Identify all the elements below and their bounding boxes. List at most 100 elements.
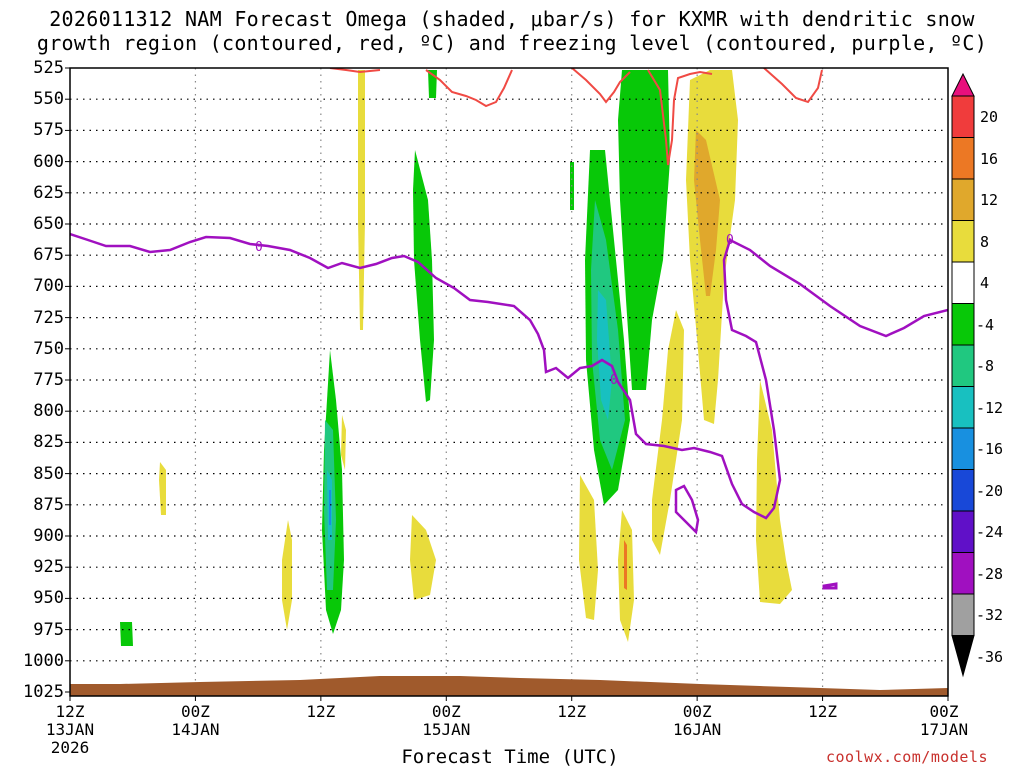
omega-region: [618, 70, 670, 390]
colorbar-segment: [951, 427, 975, 470]
y-tick-label: 1025: [23, 682, 64, 702]
y-tick-label: 650: [33, 214, 64, 234]
dgz-contour-1: [329, 68, 381, 74]
freezing-level-contour: [70, 232, 948, 520]
freezing-label-0: 0: [610, 373, 618, 388]
colorbar-top-arrow: [951, 72, 975, 97]
x-tick-label: 12Z: [532, 703, 612, 721]
x-tick-label-line: 12Z: [55, 702, 85, 721]
dgz-contour-2: [425, 69, 513, 108]
colorbar-segment: [951, 386, 975, 429]
x-tick-label-line: 00Z: [929, 702, 959, 721]
y-tick-label: 575: [33, 120, 64, 141]
omega-region: [597, 290, 612, 420]
dgz-contour-5: [763, 68, 823, 104]
x-tick-label-line: 00Z: [180, 702, 210, 721]
y-tick-label: 800: [33, 401, 64, 422]
x-axis-title: Forecast Time (UTC): [401, 746, 619, 768]
y-tick-label: 850: [33, 463, 64, 484]
dgz-contour-4: [647, 69, 713, 166]
omega-region: [358, 70, 365, 330]
colorbar: [951, 72, 975, 678]
y-tick-label: 950: [33, 588, 64, 609]
surface-terrain: [70, 676, 948, 696]
colorbar-label: -28: [976, 564, 1004, 583]
x-tick-label-line: 13JAN: [45, 720, 95, 739]
omega-region: [756, 380, 792, 604]
y-tick-label: 775: [33, 370, 64, 390]
colorbar-bottom-arrow: [951, 635, 975, 678]
x-tick-label: 00Z 16JAN: [657, 703, 737, 739]
y-tick-label: 750: [33, 338, 64, 359]
colorbar-segment: [951, 593, 975, 636]
x-tick-label-line: 14JAN: [171, 720, 220, 739]
x-tick-label: 00Z 17JAN: [904, 703, 984, 739]
colorbar-segment: [951, 510, 975, 553]
omega-region: [652, 310, 684, 555]
colorbar-segment: [951, 137, 975, 180]
omega-region: [410, 515, 436, 600]
omega-region: [159, 462, 166, 515]
y-tick-label: 700: [33, 276, 64, 297]
colorbar-label: -16: [976, 440, 1004, 458]
colorbar-label: 12: [980, 191, 999, 209]
x-tick-label-line: 12Z: [306, 702, 336, 721]
omega-region: [120, 622, 133, 646]
y-tick-label: 975: [33, 619, 64, 640]
colorbar-label: -12: [976, 398, 1004, 417]
omega-region: [413, 150, 434, 402]
y-axis: [65, 67, 70, 693]
y-tick-label: 675: [33, 245, 64, 266]
x-tick-label: 12Z: [281, 703, 361, 721]
y-tick-label: 1000: [23, 650, 64, 671]
omega-region: [694, 130, 720, 296]
y-tick-label: 600: [33, 151, 64, 172]
y-tick-label: 725: [33, 307, 64, 328]
x-tick-label-line: 17JAN: [919, 720, 969, 739]
site-credit: coolwx.com/models: [826, 748, 989, 766]
x-tick-label-line: 12Z: [557, 702, 587, 721]
gridlines: [70, 68, 948, 696]
colorbar-label: 4: [980, 274, 990, 292]
colorbar-label: -32: [976, 606, 1004, 624]
colorbar-segment: [951, 303, 975, 346]
x-tick-label: 12Z 13JAN 2026: [30, 703, 110, 757]
colorbar-label: 16: [980, 149, 999, 168]
plot-frame: [69, 67, 949, 697]
x-tick-label-line: 15JAN: [422, 720, 471, 739]
x-tick-label-line: 2026: [50, 738, 90, 757]
colorbar-segment: [951, 344, 975, 387]
x-tick-label-line: 12Z: [808, 702, 838, 721]
colorbar-label: -24: [976, 523, 1004, 541]
colorbar-segment: [951, 178, 975, 221]
colorbar-label: -36: [976, 647, 1004, 666]
freezing-label-0: 0: [255, 240, 263, 255]
colorbar-segment: [951, 469, 975, 512]
omega-region: [329, 490, 331, 525]
y-tick-label: 825: [33, 432, 64, 453]
colorbar-label: -8: [976, 357, 995, 375]
x-tick-label-line: 16JAN: [673, 720, 722, 739]
dgz-contour-3: [571, 68, 631, 104]
x-tick-label-line: 00Z: [431, 702, 461, 721]
plot-area: 0 0 0: [70, 68, 948, 696]
x-tick-label: 00Z 15JAN: [406, 703, 486, 739]
colorbar-segment: [951, 95, 975, 138]
y-tick-label: 550: [33, 89, 64, 110]
x-tick-label-line: 00Z: [682, 702, 712, 721]
omega-region: [282, 520, 292, 630]
y-tick-label: 525: [33, 58, 64, 78]
colorbar-segment: [951, 261, 975, 304]
freezing-level-loop: [674, 484, 700, 535]
chart-title-line1: 2026011312 NAM Forecast Omega (shaded, μ…: [49, 7, 975, 31]
y-tick-label: 925: [33, 557, 64, 578]
freezing-label-0: 0: [726, 233, 734, 248]
y-tick-label: 875: [33, 494, 64, 515]
x-tick-label: 00Z 14JAN: [155, 703, 235, 739]
y-tick-label: 625: [33, 182, 64, 203]
omega-region: [624, 540, 627, 590]
colorbar-segment: [951, 220, 975, 263]
chart-title-line2: growth region (contoured, red, ºC) and f…: [36, 31, 988, 55]
x-axis: [69, 696, 949, 701]
